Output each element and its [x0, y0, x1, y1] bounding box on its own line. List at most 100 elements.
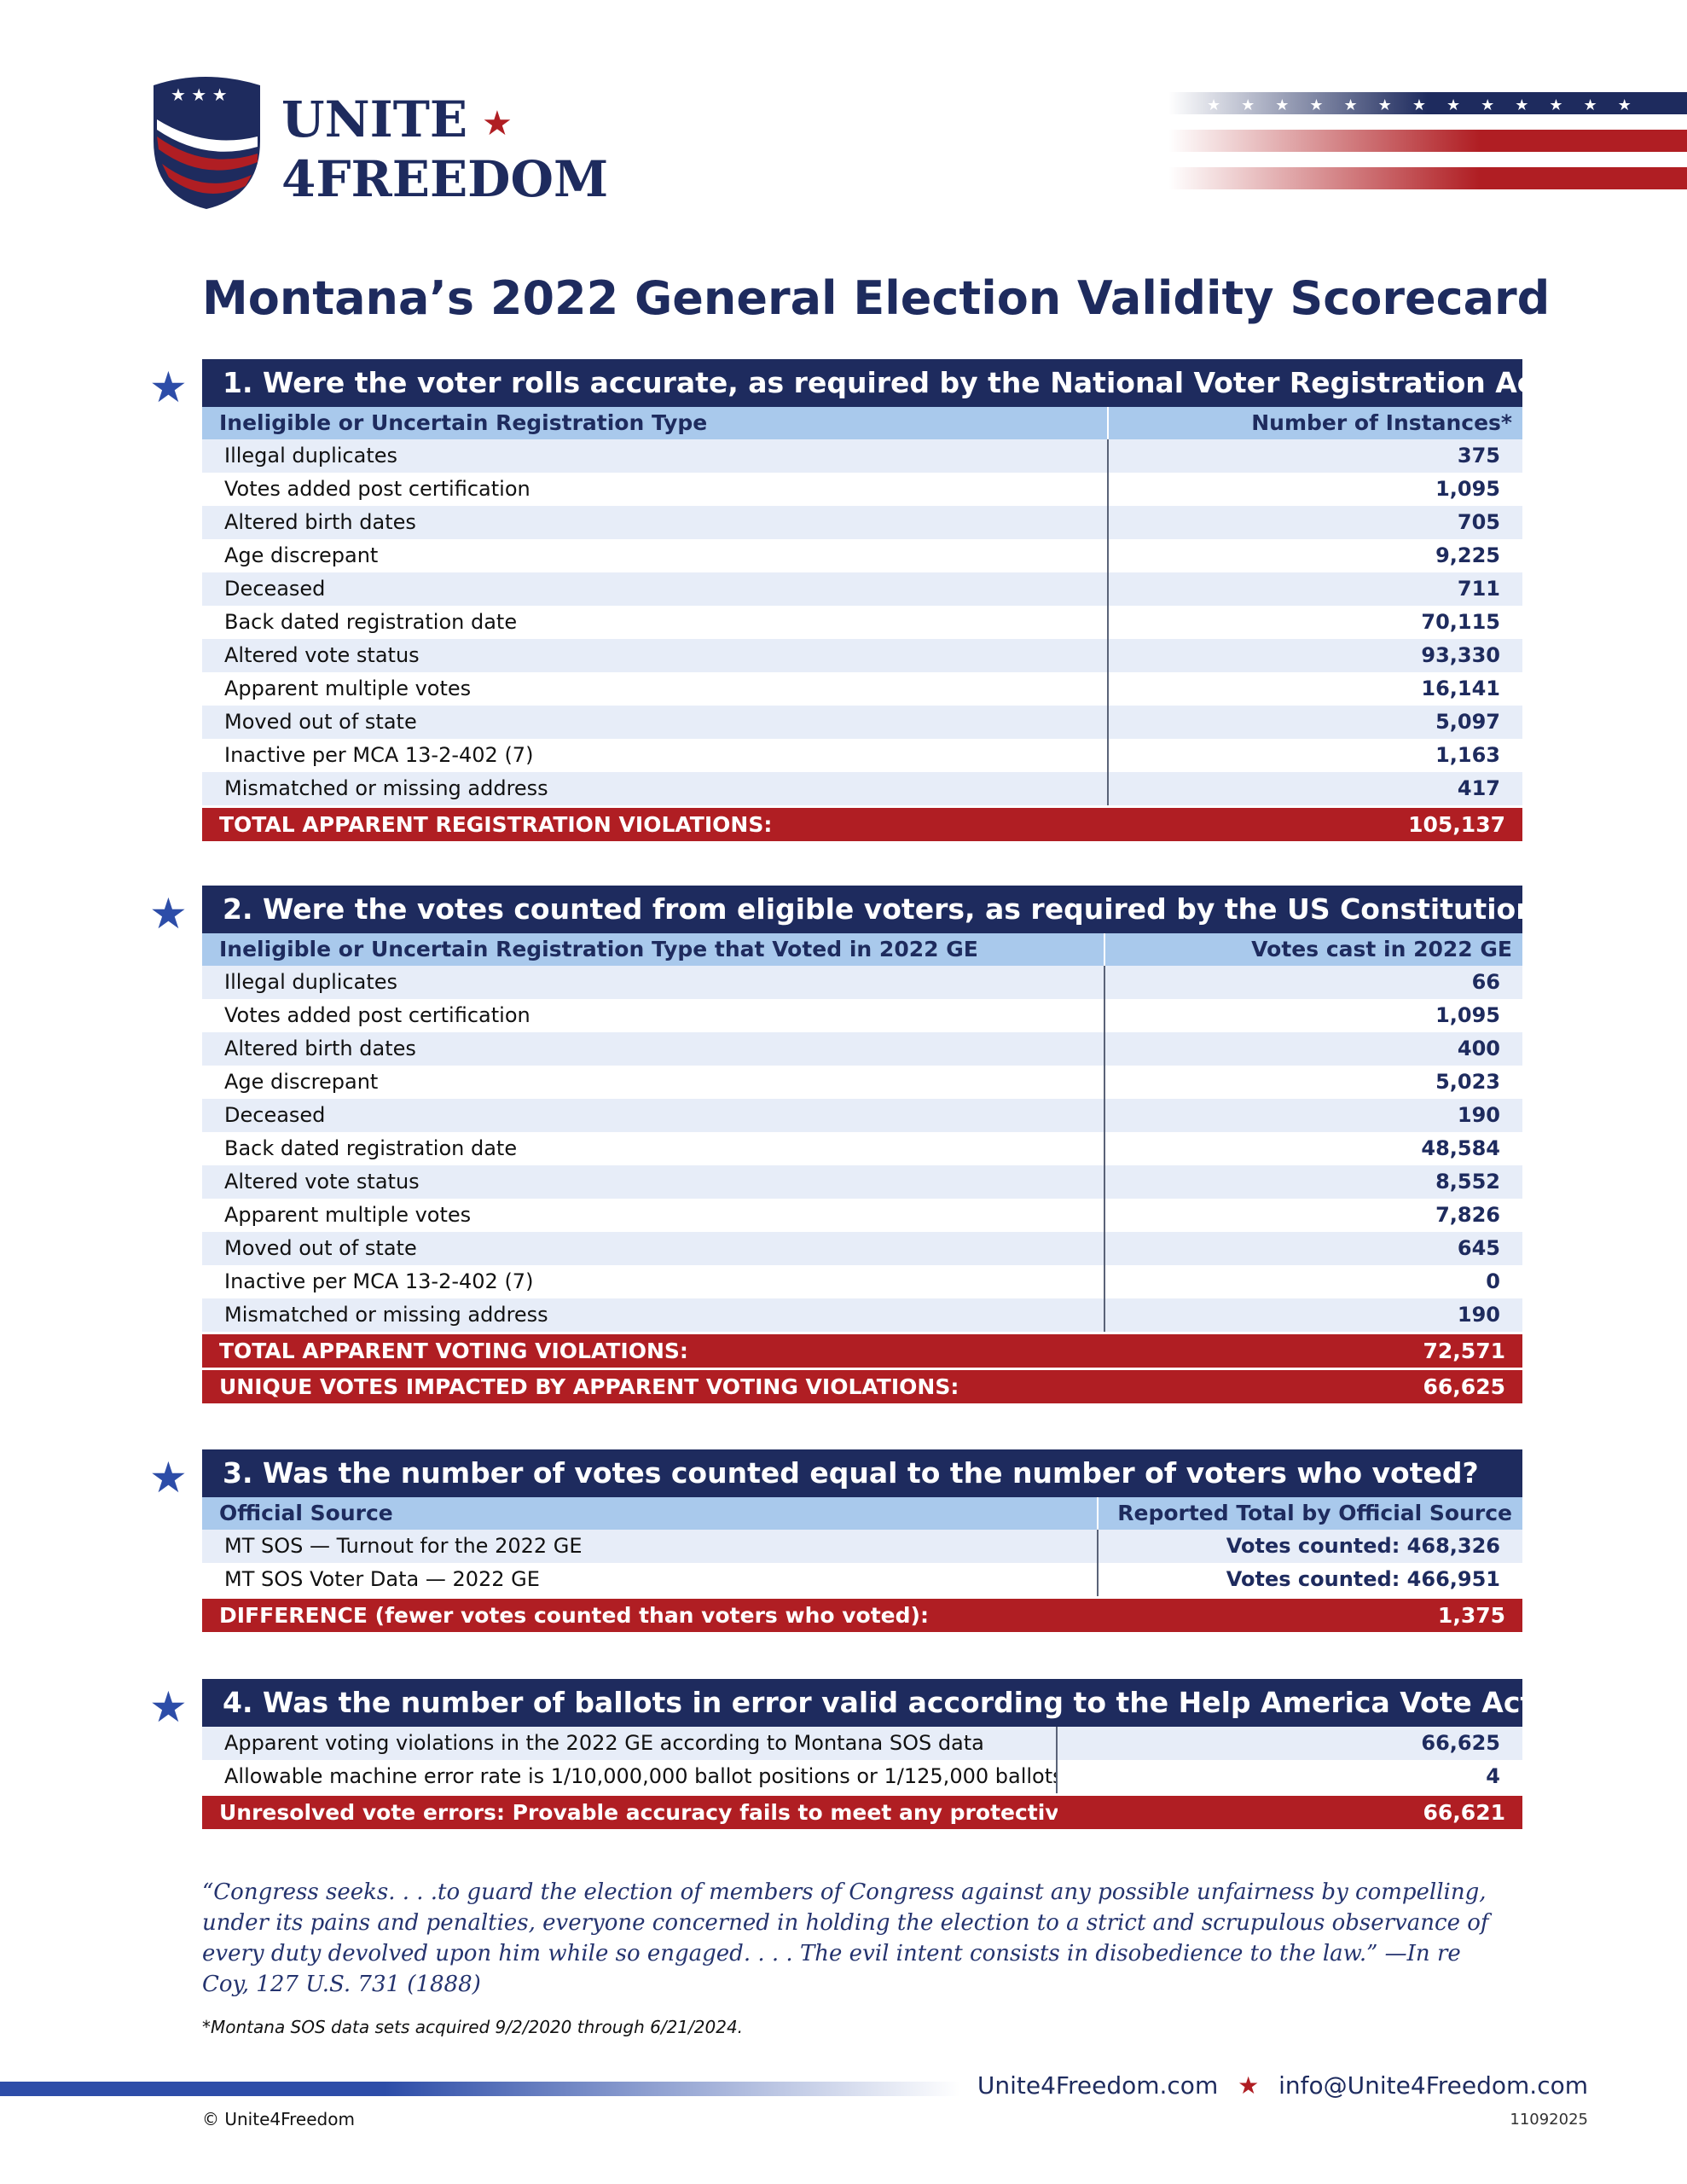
row-value: 645 [1457, 1236, 1500, 1260]
table-row: Votes added post certification 1,095 [202, 473, 1522, 506]
total-row: DIFFERENCE (fewer votes counted than vot… [202, 1599, 1522, 1632]
column-label: Ineligible or Uncertain Registration Typ… [202, 407, 1109, 439]
row-label: Apparent multiple votes [202, 1199, 1105, 1232]
email: info@Unite4Freedom.com [1278, 2071, 1588, 2100]
row-label: Age discrepant [202, 1066, 1105, 1099]
table-row: Altered birth dates 705 [202, 506, 1522, 539]
total-value: 66,625 [1423, 1374, 1505, 1399]
row-label: Altered vote status [202, 1165, 1105, 1199]
row-label: Illegal duplicates [202, 966, 1105, 999]
row-value: 1,095 [1435, 477, 1500, 501]
row-label: Altered birth dates [202, 1032, 1105, 1066]
total-label: TOTAL APPARENT REGISTRATION VIOLATIONS: [219, 812, 773, 837]
row-value: 5,097 [1435, 710, 1500, 734]
row-value: 8,552 [1435, 1170, 1500, 1194]
table-row: Deceased 711 [202, 572, 1522, 606]
row-label: Altered birth dates [202, 506, 1109, 539]
total-value: 105,137 [1408, 812, 1505, 837]
row-label: Age discrepant [202, 539, 1109, 572]
table-row: Illegal duplicates 66 [202, 966, 1522, 999]
column-label: Official Source [202, 1497, 1099, 1530]
table-row: Apparent multiple votes 7,826 [202, 1199, 1522, 1232]
row-value: Votes counted: 466,951 [1226, 1567, 1500, 1591]
total-label: TOTAL APPARENT VOTING VIOLATIONS: [219, 1339, 688, 1363]
flag-decoration: ★★★★★★★★★★★★★ [1168, 92, 1687, 189]
row-label: Inactive per MCA 13-2-402 (7) [202, 1265, 1105, 1298]
row-label: Apparent voting violations in the 2022 G… [202, 1727, 1058, 1760]
contact: Unite4Freedom.com ★ info@Unite4Freedom.c… [977, 2071, 1588, 2100]
total-value: 72,571 [1423, 1339, 1505, 1363]
section: ★ 2. Were the votes counted from eligible… [149, 886, 1522, 1403]
row-label: MT SOS — Turnout for the 2022 GE [202, 1530, 1099, 1563]
table-row: Moved out of state 645 [202, 1232, 1522, 1265]
star-icon: ★ [149, 889, 188, 938]
total-label: UNIQUE VOTES IMPACTED BY APPARENT VOTING… [219, 1374, 959, 1399]
row-label: Illegal duplicates [202, 439, 1109, 473]
code: 11092025 [1510, 2111, 1588, 2129]
section: ★ 1. Were the voter rolls accurate, as re… [149, 359, 1522, 841]
row-label: Allowable machine error rate is 1/10,000… [202, 1760, 1058, 1793]
table-row: Votes added post certification 1,095 [202, 999, 1522, 1032]
table-row: Deceased 190 [202, 1099, 1522, 1132]
row-label: Votes added post certification [202, 999, 1105, 1032]
table-row: Moved out of state 5,097 [202, 706, 1522, 739]
row-value: Votes counted: 468,326 [1226, 1534, 1500, 1558]
quote: “Congress seeks. . . .to guard the elect… [202, 1879, 1489, 1997]
table-row: Back dated registration date 70,115 [202, 606, 1522, 639]
website: Unite4Freedom.com [977, 2071, 1219, 2100]
row-label: Deceased [202, 572, 1109, 606]
column-header: Ineligible or Uncertain Registration Typ… [202, 933, 1522, 966]
table-row: Altered vote status 93,330 [202, 639, 1522, 672]
star-icon: ★ [149, 1682, 188, 1732]
footnote: *Montana SOS data sets acquired 9/2/2020… [202, 2017, 744, 2037]
section-heading: 4. Was the number of ballots in error va… [202, 1679, 1522, 1727]
row-label: Altered vote status [202, 639, 1109, 672]
column-label: Reported Total by Official Source [1117, 1501, 1512, 1525]
row-label: Back dated registration date [202, 1132, 1105, 1165]
footer-bar [0, 2082, 960, 2096]
row-value: 375 [1457, 444, 1500, 468]
row-value: 400 [1457, 1037, 1500, 1060]
total-row: TOTAL APPARENT REGISTRATION VIOLATIONS: 1… [202, 808, 1522, 841]
row-label: Mismatched or missing address [202, 1298, 1105, 1332]
section-heading: 1. Were the voter rolls accurate, as req… [202, 359, 1522, 407]
row-value: 16,141 [1421, 677, 1500, 700]
table-row: Mismatched or missing address 190 [202, 1298, 1522, 1332]
row-label: Inactive per MCA 13-2-402 (7) [202, 739, 1109, 772]
table-row: Mismatched or missing address 417 [202, 772, 1522, 805]
row-value: 711 [1457, 577, 1500, 601]
logo-line2: 4FREEDOM [281, 150, 608, 208]
row-value: 190 [1457, 1103, 1500, 1127]
star-icon: ★ [149, 1453, 188, 1502]
row-label: Apparent multiple votes [202, 672, 1109, 706]
row-value: 1,163 [1435, 743, 1500, 767]
row-value: 70,115 [1421, 610, 1500, 634]
table-row: Apparent voting violations in the 2022 G… [202, 1727, 1522, 1760]
row-value: 66 [1471, 970, 1500, 994]
row-value: 4 [1486, 1764, 1500, 1788]
column-header: Ineligible or Uncertain Registration Typ… [202, 407, 1522, 439]
logo: ★ ★ ★ UNITE ★ 4FREEDOM [154, 77, 608, 209]
title: Montana’s 2022 General Election Validity… [202, 271, 1551, 325]
total-row: TOTAL APPARENT VOTING VIOLATIONS: 72,571 [202, 1334, 1522, 1368]
total-value: 66,621 [1423, 1800, 1505, 1825]
column-header: Official Source Reported Total by Officia… [202, 1497, 1522, 1530]
total-value: 1,375 [1437, 1603, 1505, 1628]
copyright: © Unite4Freedom [202, 2109, 355, 2129]
total-row: UNIQUE VOTES IMPACTED BY APPARENT VOTING… [202, 1370, 1522, 1403]
svg-text:★★★★★★★★★★★★★: ★★★★★★★★★★★★★ [1207, 96, 1652, 114]
row-label: Moved out of state [202, 706, 1109, 739]
row-value: 417 [1457, 776, 1500, 800]
star-icon: ★ [149, 363, 188, 412]
table-row: Inactive per MCA 13-2-402 (7) 1,163 [202, 739, 1522, 772]
row-value: 66,625 [1421, 1731, 1500, 1755]
row-value: 190 [1457, 1303, 1500, 1327]
table-row: MT SOS — Turnout for the 2022 GE Votes co… [202, 1530, 1522, 1563]
section-heading: 2. Were the votes counted from eligible … [202, 886, 1522, 933]
row-label: MT SOS Voter Data — 2022 GE [202, 1563, 1099, 1596]
table-row: MT SOS Voter Data — 2022 GE Votes counted… [202, 1563, 1522, 1596]
table-row: Apparent multiple votes 16,141 [202, 672, 1522, 706]
total-row: Unresolved vote errors: Provable accurac… [202, 1796, 1522, 1829]
row-label: Moved out of state [202, 1232, 1105, 1265]
